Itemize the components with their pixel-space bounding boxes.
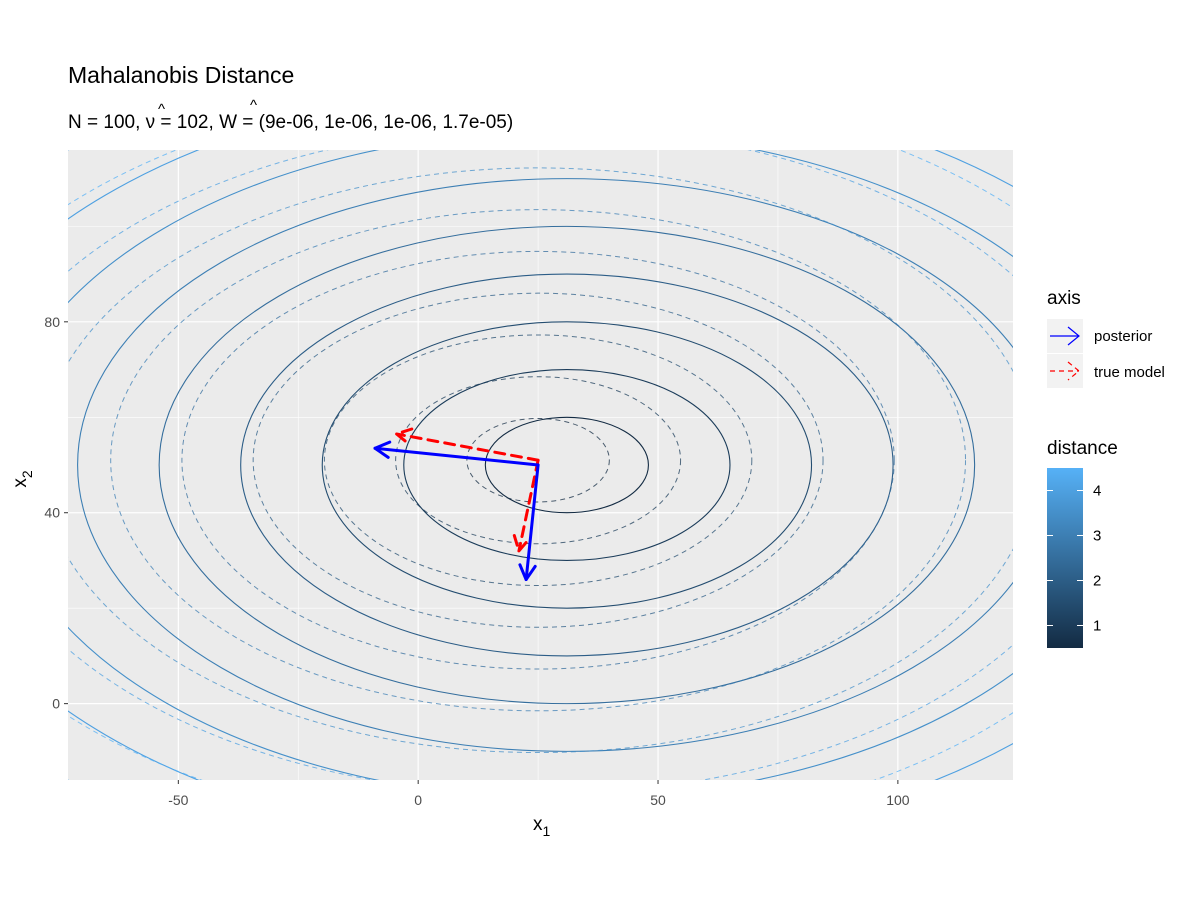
posterior-contour xyxy=(77,178,1013,752)
x-tick-label: 0 xyxy=(414,792,422,808)
legend-distance-colorbar xyxy=(1047,468,1083,648)
true-model-contour xyxy=(323,334,753,587)
true-model-contour xyxy=(252,292,824,628)
y-axis-title-main: x xyxy=(10,478,31,488)
y-tick-label: 40 xyxy=(44,505,60,521)
legend-posterior-label: posterior xyxy=(1094,328,1152,345)
x-axis-title-main: x xyxy=(533,814,543,835)
chart-title: Mahalanobis Distance xyxy=(68,62,294,88)
colorbar-tick-label: 2 xyxy=(1093,573,1101,590)
posterior-arrow-shaft xyxy=(373,446,540,467)
posterior-contour xyxy=(484,416,649,514)
posterior-contour xyxy=(403,368,731,562)
x-tick-label: 100 xyxy=(886,792,910,808)
legend-axis: axis posterior true model xyxy=(1047,288,1165,388)
true-model-arrow-head xyxy=(512,534,531,553)
colorbar-ticks: 1 2 3 4 xyxy=(1047,483,1101,635)
subtitle-nu-symbol: ν xyxy=(146,112,156,133)
x-axis-title-sub: 1 xyxy=(543,823,551,839)
plot-panel xyxy=(68,150,1013,780)
legend-true-label: true model xyxy=(1094,364,1165,381)
subtitle-w-symbol: W xyxy=(219,112,237,133)
colorbar-tick-label: 4 xyxy=(1093,483,1101,500)
posterior-contour xyxy=(321,321,813,609)
y-tick-label: 80 xyxy=(44,314,60,330)
posterior-arrow-head xyxy=(518,563,537,582)
nu-hat-accent: ^ xyxy=(158,101,165,118)
axis-arrows xyxy=(373,427,540,582)
posterior-contours xyxy=(68,150,1013,780)
posterior-contour xyxy=(240,273,894,657)
chart-subtitle: N = 100, ν = 102, W = (9e-06, 1e-06, 1e-… xyxy=(68,112,513,133)
subtitle-n: N = 100, xyxy=(68,112,146,133)
subtitle-nu: = 102, xyxy=(155,112,219,133)
colorbar-tick-label: 3 xyxy=(1093,528,1101,545)
true-model-arrow-shaft xyxy=(517,458,540,553)
true-model-arrow-head xyxy=(395,427,414,446)
posterior-arrow-shaft xyxy=(524,463,540,582)
x-axis-title: x1 xyxy=(533,814,551,839)
true-model-contour xyxy=(68,167,1013,753)
posterior-arrow-head xyxy=(373,440,392,459)
x-axis-ticks: -50 0 50 100 xyxy=(168,780,910,808)
colorbar-tick-label: 1 xyxy=(1093,618,1101,635)
legend-distance: distance 1 2 3 4 xyxy=(1047,438,1118,648)
legend-distance-title: distance xyxy=(1047,438,1118,459)
y-axis-title-sub: 2 xyxy=(19,470,35,478)
x-tick-label: 50 xyxy=(650,792,666,808)
w-hat-accent: ^ xyxy=(250,97,257,114)
legend-true-arrowhead xyxy=(1067,361,1080,381)
true-model-contour xyxy=(181,250,895,670)
true-model-contours xyxy=(68,150,1013,780)
posterior-contour xyxy=(158,225,976,705)
legend-axis-title: axis xyxy=(1047,288,1081,309)
true-model-contour xyxy=(395,376,682,545)
y-axis-title: x2 xyxy=(10,470,35,488)
grid-major xyxy=(68,150,1013,780)
y-axis-ticks: 0 40 80 xyxy=(44,314,68,712)
y-tick-label: 0 xyxy=(52,696,60,712)
subtitle-w: = (9e-06, 1e-06, 1e-06, 1.7e-05) xyxy=(237,112,513,133)
x-tick-label: -50 xyxy=(168,792,188,808)
legend-posterior-arrowhead xyxy=(1067,326,1080,346)
true-model-contour xyxy=(466,417,610,503)
true-model-contour xyxy=(110,209,967,712)
true-model-arrow-shaft xyxy=(395,432,540,462)
